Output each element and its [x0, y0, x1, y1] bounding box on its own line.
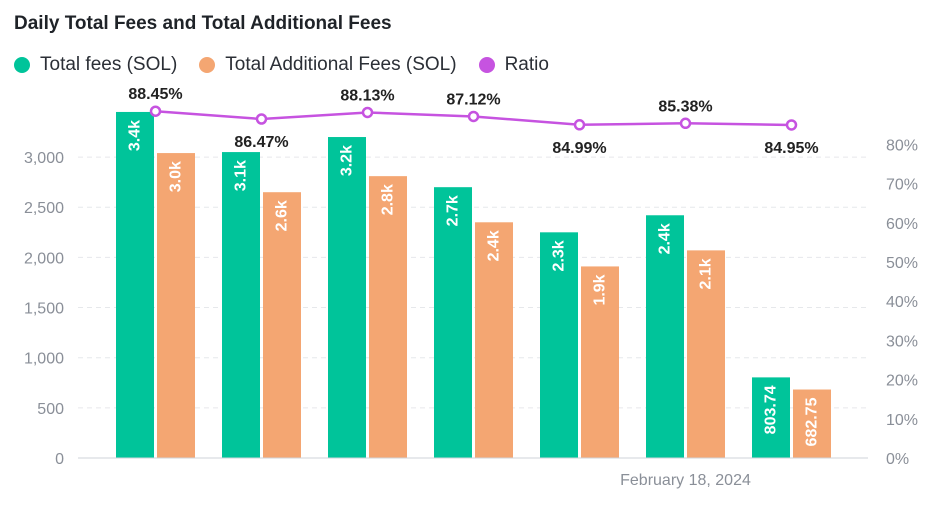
ratio-data-label: 86.47%	[234, 134, 288, 151]
bar-data-label: 3.0k	[168, 161, 185, 192]
right-axis-tick-label: 80%	[886, 137, 918, 154]
ratio-data-label: 88.45%	[128, 86, 182, 103]
left-axis-tick-label: 2,500	[24, 200, 64, 217]
right-axis-tick-label: 50%	[886, 255, 918, 272]
bar-data-label: 2.7k	[445, 195, 462, 226]
legend-label-additional-fees: Total Additional Fees (SOL)	[225, 54, 457, 75]
legend: Total fees (SOL) Total Additional Fees (…	[14, 54, 571, 76]
x-axis-tick-label: February 18, 2024	[620, 472, 751, 489]
left-axis-tick-label: 3,000	[24, 150, 64, 167]
right-axis-tick-label: 70%	[886, 177, 918, 194]
ratio-data-label: 85.38%	[658, 98, 712, 115]
right-axis-tick-label: 60%	[886, 216, 918, 233]
ratio-data-label: 84.95%	[764, 140, 818, 157]
bar-additional-fees	[369, 176, 407, 458]
right-axis-tick-label: 10%	[886, 412, 918, 429]
legend-item-total-fees[interactable]: Total fees (SOL)	[14, 54, 177, 76]
right-axis-tick-label: 40%	[886, 294, 918, 311]
left-y-axis: 0 500 1,000 1,500 2,000 2,500 3,000	[24, 150, 64, 468]
bar-data-label: 1.9k	[592, 274, 609, 305]
bar-data-label: 803.74	[763, 385, 780, 434]
chart-title: Daily Total Fees and Total Additional Fe…	[14, 13, 392, 34]
bar-additional-fees	[581, 266, 619, 458]
bar-total-fees	[328, 137, 366, 458]
bar-total-fees	[752, 377, 790, 458]
legend-item-ratio[interactable]: Ratio	[478, 54, 549, 76]
bar-total-fees	[540, 232, 578, 458]
ratio-data-label: 84.99%	[552, 140, 606, 157]
ratio-point	[255, 113, 268, 125]
bar-data-label: 3.1k	[233, 160, 250, 191]
right-axis-tick-label: 30%	[886, 333, 918, 350]
ratio-point	[573, 119, 586, 131]
bar-total-fees	[646, 215, 684, 458]
legend-item-additional-fees[interactable]: Total Additional Fees (SOL)	[199, 54, 457, 76]
legend-label-ratio: Ratio	[504, 54, 549, 75]
left-axis-tick-label: 1,500	[24, 301, 64, 318]
legend-swatch-ratio	[478, 57, 495, 73]
bar-additional-fees	[157, 153, 195, 458]
left-axis-tick-label: 1,000	[24, 351, 64, 368]
right-axis-tick-label: 20%	[886, 373, 918, 390]
right-axis-tick-label: 0%	[886, 451, 909, 468]
bar-additional-fees	[475, 222, 513, 458]
bar-data-label: 2.6k	[274, 200, 291, 231]
legend-label-total-fees: Total fees (SOL)	[40, 54, 178, 75]
left-axis-tick-label: 500	[37, 401, 64, 418]
bar-additional-fees	[793, 389, 831, 458]
bar-additional-fees	[263, 192, 301, 459]
bar-data-label: 3.4k	[127, 120, 144, 151]
bar-data-label: 2.4k	[486, 230, 503, 261]
ratio-point	[785, 119, 798, 131]
right-y-axis: 0% 10% 20% 30% 40% 50% 60% 70% 80%	[886, 137, 918, 468]
ratio-point	[679, 117, 692, 130]
bars: 3.4k 3.1k 3.2k 2.7k 2.3k 2.4k 803.74 3.0k 2.6k 2.…	[116, 111, 831, 459]
bar-data-label: 2.1k	[698, 258, 715, 289]
bar-data-label: 2.4k	[657, 223, 674, 254]
bar-total-fees	[434, 187, 472, 458]
left-axis-tick-label: 0	[55, 451, 64, 468]
ratio-data-label: 87.12%	[446, 91, 500, 108]
bar-additional-fees	[687, 250, 725, 458]
ratio-data-label: 88.13%	[340, 87, 394, 104]
bar-total-fees	[116, 111, 154, 459]
grid-lines	[78, 156, 868, 409]
ratio-point	[467, 110, 480, 123]
bar-data-label: 3.2k	[339, 145, 356, 176]
x-axis: February 18, 2024	[78, 457, 868, 489]
left-axis-tick-label: 2,000	[24, 250, 64, 267]
bar-data-label: 682.75	[804, 397, 821, 446]
bar-total-fees	[222, 152, 260, 459]
bar-data-label: 2.3k	[551, 240, 568, 271]
bar-data-label: 2.8k	[380, 184, 397, 215]
ratio-point	[149, 105, 162, 117]
ratio-line-group: 88.45% 86.47% 88.13% 87.12% 84.99% 85.38% 84.9…	[127, 85, 820, 159]
legend-swatch-additional-fees	[199, 57, 216, 73]
ratio-point	[361, 106, 374, 119]
legend-swatch-total-fees	[14, 57, 30, 73]
